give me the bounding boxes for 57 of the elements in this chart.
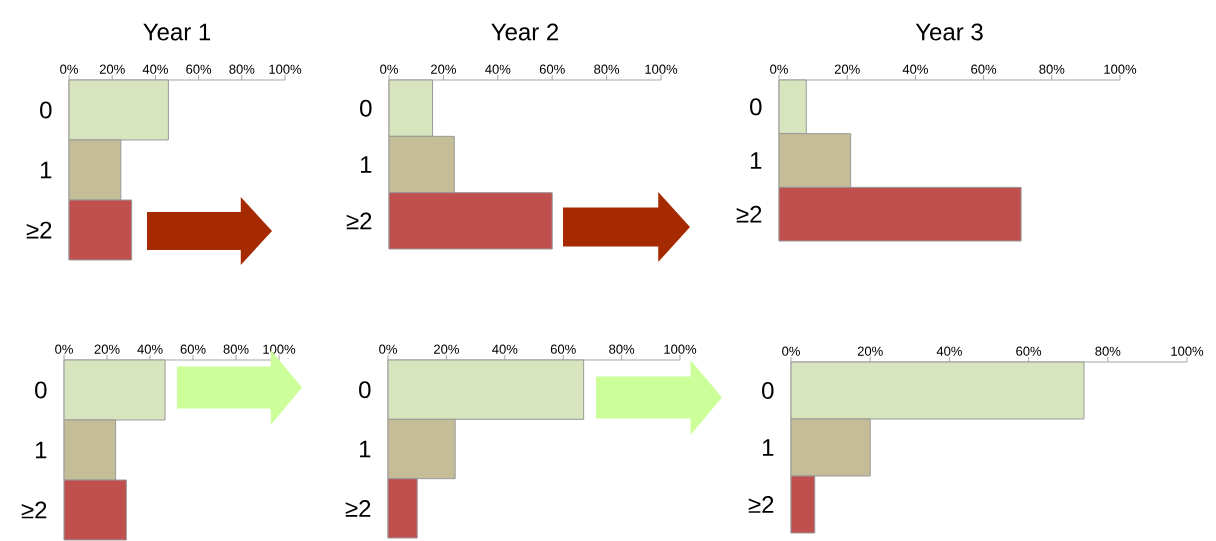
chart-title: Year 1 xyxy=(143,23,211,41)
x-tick-label: 80% xyxy=(1039,64,1065,74)
x-tick-label: 100% xyxy=(664,344,697,354)
x-tick-label: 20% xyxy=(434,344,459,354)
x-tick-label: 20% xyxy=(99,64,125,74)
x-tick-label: 80% xyxy=(1095,346,1121,356)
x-tick-label: 0% xyxy=(770,64,788,74)
x-tick-label: 40% xyxy=(902,64,928,74)
y-tick-label: ≥2 xyxy=(736,205,762,223)
y-tick-label: 0 xyxy=(35,381,47,399)
y-tick-label: 1 xyxy=(360,156,372,173)
y-tick-label: 1 xyxy=(750,152,762,169)
x-tick-label: 0% xyxy=(782,346,800,356)
x-tick-label: 60% xyxy=(539,64,565,74)
y-tick-label: 0 xyxy=(360,99,372,117)
x-tick-label: 60% xyxy=(1016,346,1042,356)
x-tick-label: 80% xyxy=(609,344,635,354)
x-tick-label: 20% xyxy=(857,346,883,356)
x-tick-label: 20% xyxy=(94,344,120,354)
x-tick-label: 40% xyxy=(936,346,962,356)
x-tick-label: 100% xyxy=(269,64,302,74)
x-tick-label: 60% xyxy=(971,64,997,74)
x-tick-label: 100% xyxy=(645,64,678,74)
y-tick-label: ≥2 xyxy=(21,501,47,519)
x-tick-label: 20% xyxy=(431,64,456,74)
y-tick-label: 0 xyxy=(40,101,52,119)
x-tick-label: 60% xyxy=(180,344,206,354)
x-tick-label: 80% xyxy=(229,64,255,74)
x-tick-label: 100% xyxy=(263,344,296,354)
x-tick-label: 100% xyxy=(1104,64,1137,74)
x-tick-label: 0% xyxy=(55,344,73,354)
y-tick-label: ≥2 xyxy=(748,496,774,513)
x-tick-label: 80% xyxy=(594,64,620,74)
y-tick-label: 0 xyxy=(359,381,371,399)
x-tick-label: 40% xyxy=(492,344,518,354)
y-tick-label: 1 xyxy=(762,439,774,456)
x-tick-label: 60% xyxy=(550,344,576,354)
chart-title: Year 2 xyxy=(491,23,559,41)
x-tick-label: 40% xyxy=(142,64,168,74)
y-tick-label: ≥2 xyxy=(26,221,52,239)
x-tick-label: 0% xyxy=(380,64,398,74)
chart-title: Year 3 xyxy=(915,23,983,41)
x-tick-label: 40% xyxy=(137,344,163,354)
x-tick-label: 100% xyxy=(1171,346,1204,356)
y-tick-label: ≥2 xyxy=(345,499,371,517)
x-tick-label: 0% xyxy=(379,344,397,354)
x-tick-label: 60% xyxy=(186,64,212,74)
y-tick-label: 0 xyxy=(762,382,774,399)
y-tick-label: 1 xyxy=(35,441,47,459)
x-tick-label: 40% xyxy=(485,64,511,74)
y-tick-label: 0 xyxy=(750,98,762,116)
y-tick-label: 1 xyxy=(359,440,371,458)
x-tick-label: 0% xyxy=(60,64,78,74)
x-tick-label: 80% xyxy=(223,344,249,354)
y-tick-label: ≥2 xyxy=(346,212,372,230)
x-tick-label: 20% xyxy=(834,64,860,74)
y-tick-label: 1 xyxy=(40,161,52,179)
